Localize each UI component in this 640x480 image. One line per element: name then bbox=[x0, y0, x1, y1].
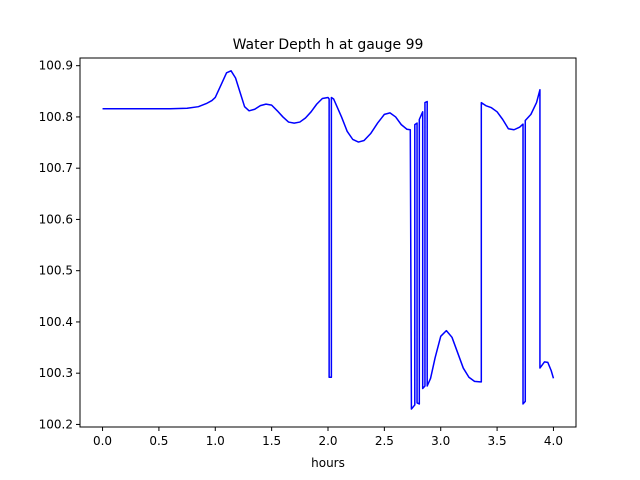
x-tick-label: 1.0 bbox=[206, 434, 225, 448]
x-tick-label: 3.0 bbox=[431, 434, 450, 448]
x-tick-label: 2.5 bbox=[375, 434, 394, 448]
x-tick-label: 1.5 bbox=[262, 434, 281, 448]
x-tick-label: 0.0 bbox=[93, 434, 112, 448]
y-tick-label: 100.8 bbox=[39, 110, 73, 124]
x-tick-label: 4.0 bbox=[544, 434, 563, 448]
y-tick-label: 100.9 bbox=[39, 59, 73, 73]
series-line-0 bbox=[102, 70, 555, 410]
chart-title: Water Depth h at gauge 99 bbox=[233, 37, 424, 53]
x-axis: 0.0 0.5 1.0 1.5 2.0 2.5 3.0 3.5 4.0 bbox=[93, 427, 563, 448]
y-tick-label: 100.2 bbox=[39, 417, 73, 431]
y-tick-label: 100.7 bbox=[39, 161, 73, 175]
y-tick-label: 100.6 bbox=[39, 212, 73, 226]
y-tick-label: 100.3 bbox=[39, 366, 73, 380]
x-tick-label: 3.5 bbox=[488, 434, 507, 448]
x-tick-label: 2.0 bbox=[318, 434, 337, 448]
plot-area bbox=[102, 70, 555, 410]
x-axis-label: hours bbox=[311, 456, 345, 470]
y-tick-label: 100.5 bbox=[39, 264, 73, 278]
x-tick-label: 0.5 bbox=[149, 434, 168, 448]
y-tick-label: 100.4 bbox=[39, 315, 73, 329]
y-axis: 100.2 100.3 100.4 100.5 100.6 100.7 100.8 100.9 bbox=[39, 59, 80, 431]
